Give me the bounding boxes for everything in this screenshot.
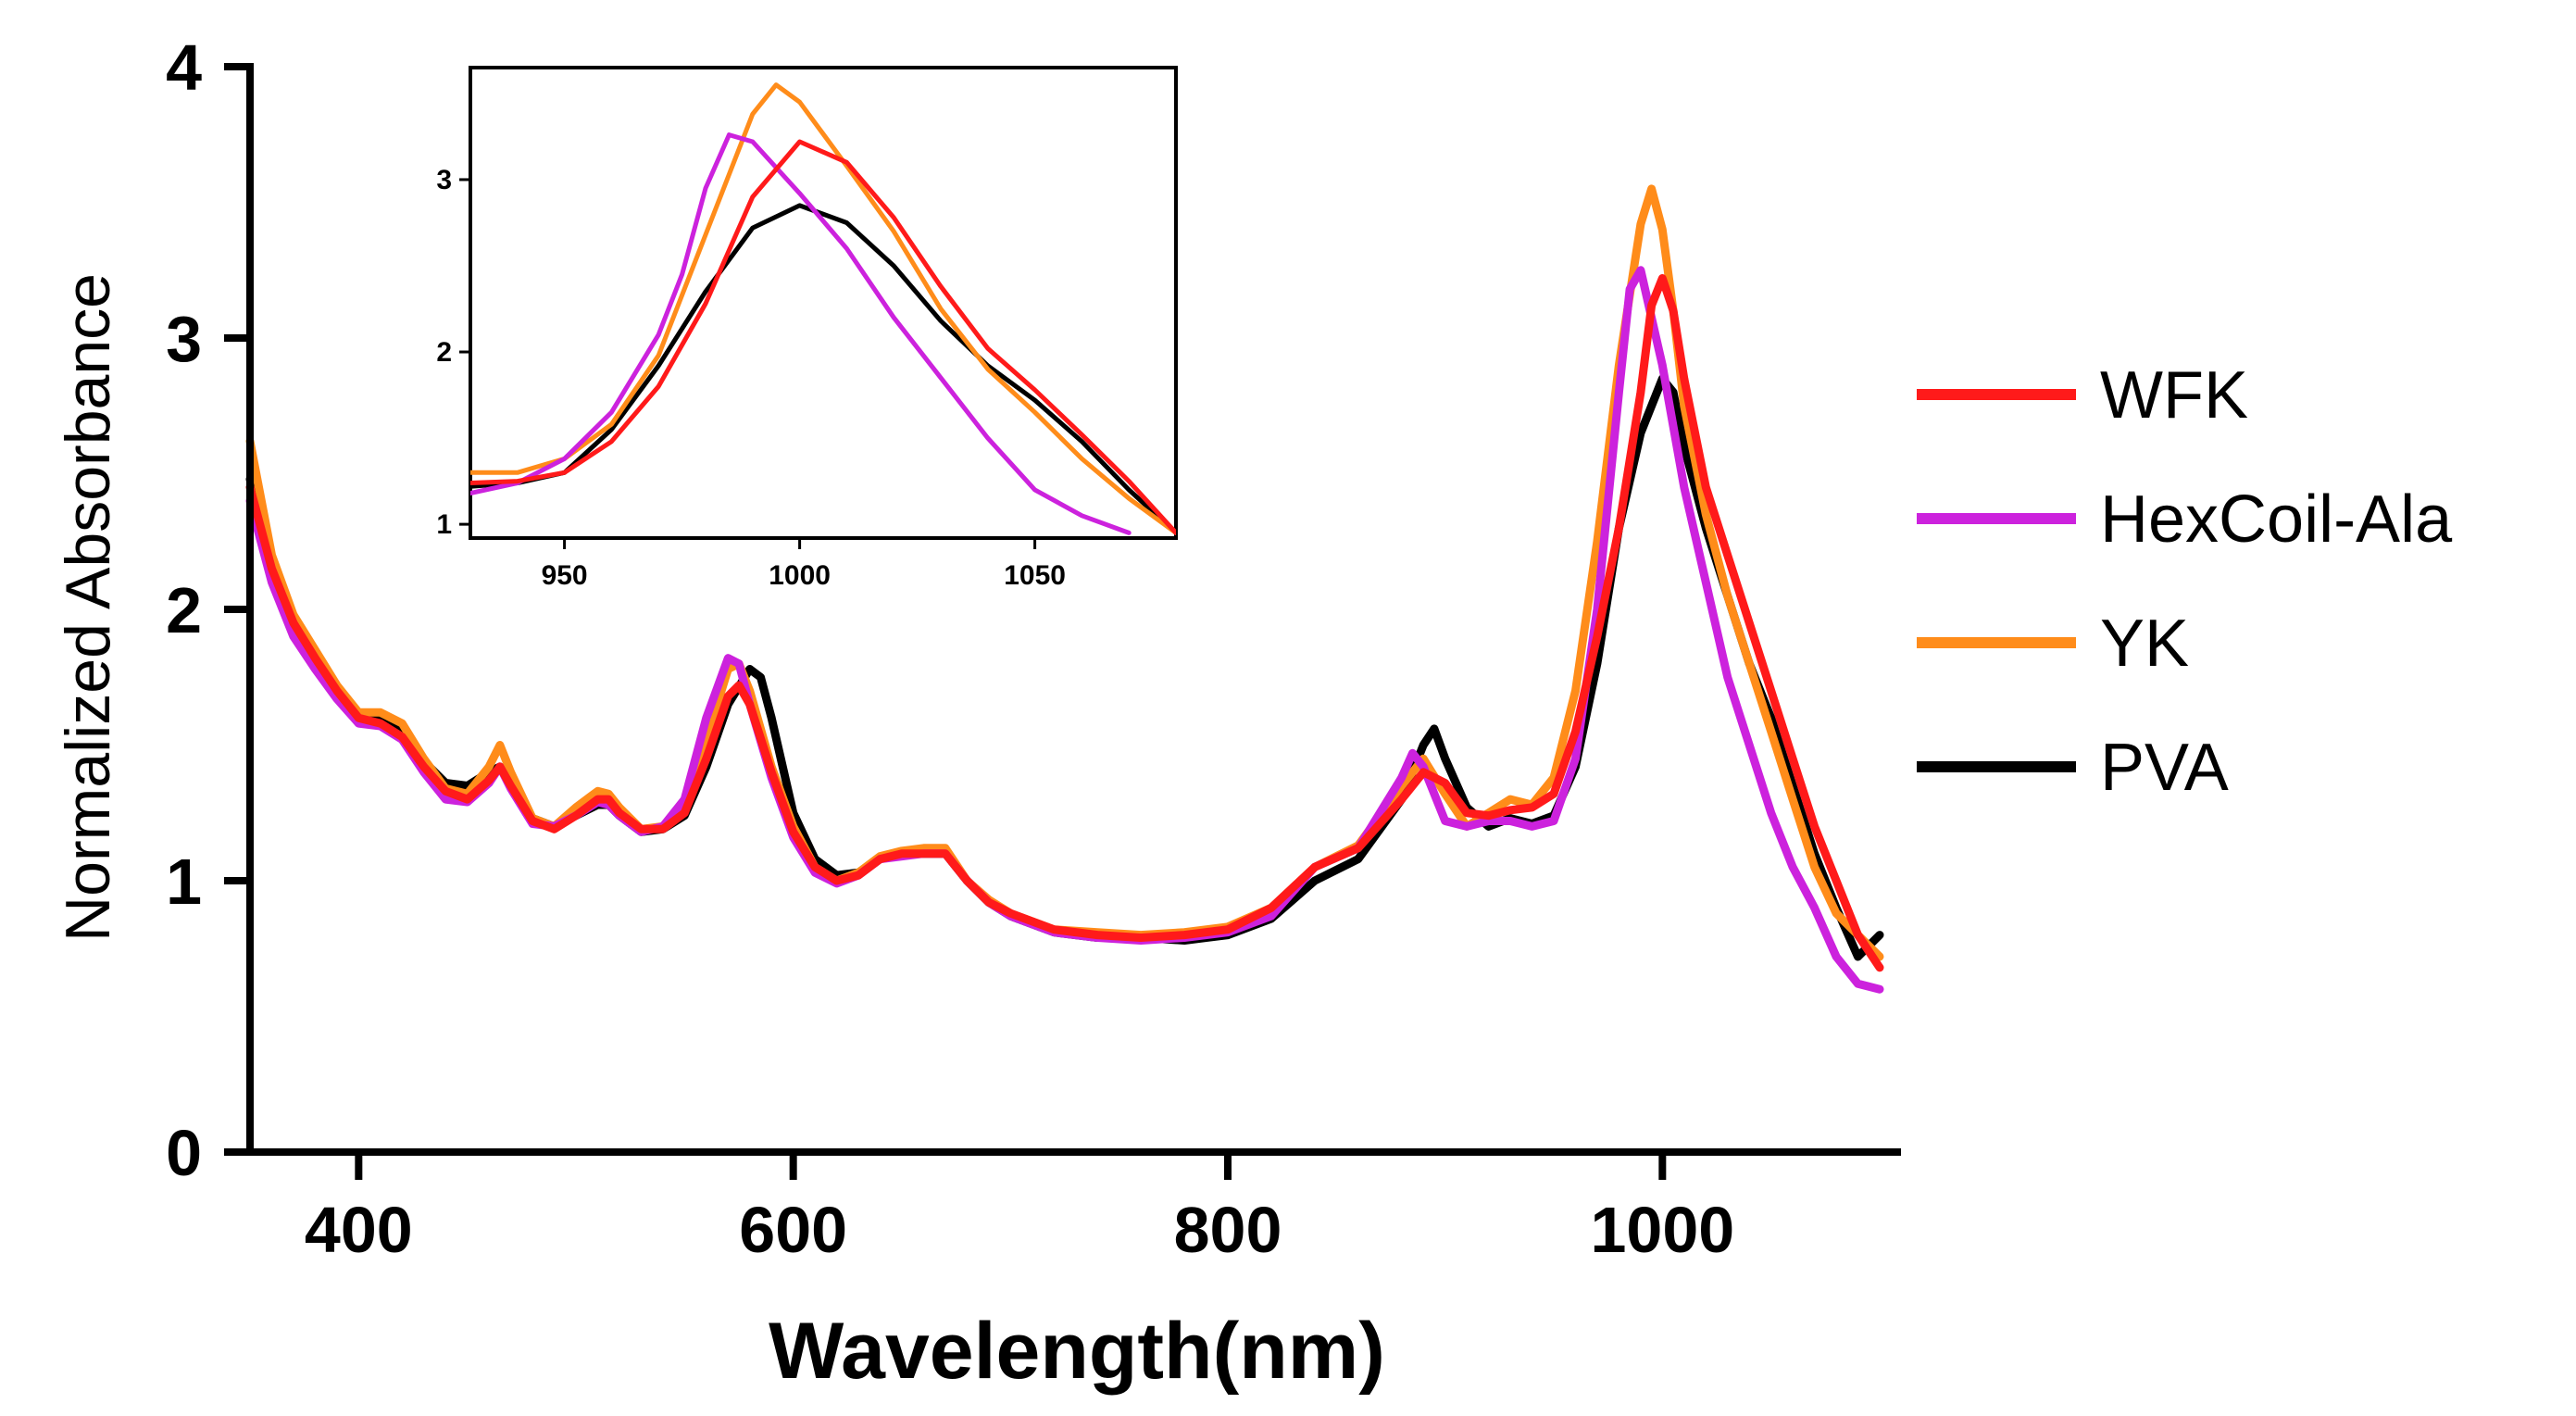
legend-label-pva: PVA: [2100, 731, 2229, 805]
legend-label-hexcoil-ala: HexCoil-Ala: [2100, 482, 2453, 557]
inset-y-tick-label-2: 2: [436, 337, 452, 368]
main-plot-ticks: 400 600 800 1000 0 1 2 3 4: [166, 31, 1734, 1266]
y-tick-label-0: 0: [166, 1117, 202, 1189]
inset-series-line-hexcoil-ala: [470, 132, 1132, 535]
legend-item-hexcoil-ala: HexCoil-Ala: [1917, 482, 2453, 557]
inset-series-line-wfk: [470, 139, 1176, 535]
inset-y-tick-label-1: 1: [436, 509, 452, 540]
inset-x-tick-label-1050: 1050: [1004, 560, 1066, 591]
inset-plot: 950 1000 1050 1 2 3: [436, 66, 1178, 591]
x-tick-label-800: 800: [1174, 1194, 1282, 1266]
legend: WFK HexCoil-Ala YK PVA: [1917, 358, 2453, 805]
main-plot-series: [245, 184, 1884, 994]
legend-item-yk: YK: [1917, 607, 2189, 681]
x-axis-title: Wavelength(nm): [769, 1307, 1385, 1396]
inset-y-tick-label-3: 3: [436, 165, 452, 195]
inset-plot-series: [470, 82, 1176, 535]
series-line-wfk: [245, 274, 1884, 972]
y-tick-label-2: 2: [166, 574, 202, 646]
inset-plot-ticks: 950 1000 1050 1 2 3: [436, 165, 1066, 591]
y-tick-label-4: 4: [166, 31, 202, 104]
x-tick-label-400: 400: [305, 1194, 413, 1266]
inset-x-tick-label-950: 950: [542, 560, 588, 591]
legend-label-yk: YK: [2100, 607, 2189, 681]
legend-item-wfk: WFK: [1917, 358, 2248, 432]
inset-x-tick-label-1000: 1000: [769, 560, 831, 591]
x-tick-label-600: 600: [739, 1194, 847, 1266]
legend-label-wfk: WFK: [2100, 358, 2248, 432]
y-tick-label-3: 3: [166, 303, 202, 375]
legend-item-pva: PVA: [1917, 731, 2229, 805]
x-tick-label-1000: 1000: [1590, 1194, 1734, 1266]
y-axis-title: Normalized Absorbance: [53, 273, 123, 942]
inset-series-line-pva: [470, 203, 1176, 535]
inset-series-line-yk: [470, 82, 1176, 535]
y-tick-label-1: 1: [166, 846, 202, 918]
